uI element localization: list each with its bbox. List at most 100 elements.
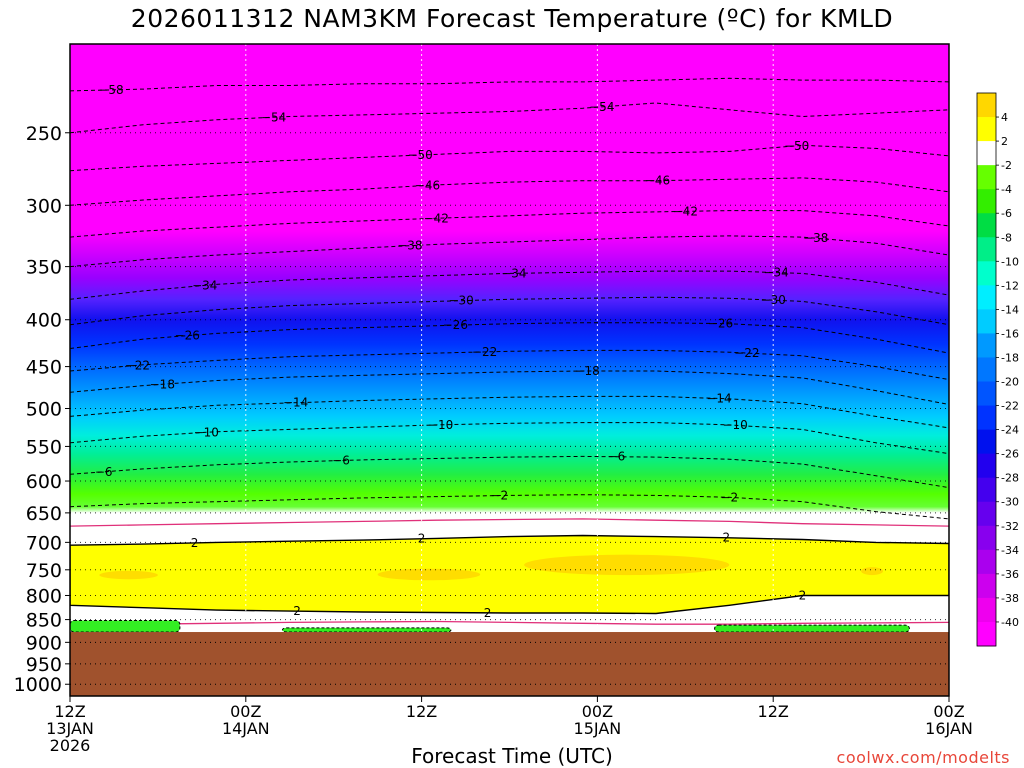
isotherm-label: −10 xyxy=(428,418,453,432)
colorbar-swatch xyxy=(977,237,996,262)
y-tick-label: 500 xyxy=(26,399,62,421)
warm-layer-fill xyxy=(70,518,949,626)
grid-lines xyxy=(70,44,949,696)
colorbar-label: 2 xyxy=(1001,135,1008,148)
isotherm-label-2: 2 xyxy=(191,536,199,550)
y-tick-label: 300 xyxy=(26,195,62,217)
colorbar-label: -30 xyxy=(1001,496,1019,509)
warm-core-4c-2 xyxy=(524,554,730,576)
isotherm-label: −46 xyxy=(415,178,440,192)
isotherm-label: −30 xyxy=(761,293,786,307)
colorbar-label: -26 xyxy=(1001,448,1019,461)
isotherm-label: −34 xyxy=(501,266,526,280)
colorbar-swatch xyxy=(977,621,996,647)
colorbar-swatch xyxy=(977,141,996,166)
colorbar-swatch xyxy=(977,285,996,310)
isotherm-label: −10 xyxy=(722,418,747,432)
colorbar-swatch xyxy=(977,405,996,431)
colorbar-swatch xyxy=(977,165,996,190)
isotherm-label-2: 2 xyxy=(418,532,426,546)
colorbar-swatch xyxy=(977,549,996,575)
colorbar-swatch xyxy=(977,429,996,455)
isotherm-label: −54 xyxy=(261,110,286,124)
isotherm-label: −26 xyxy=(175,329,200,343)
isotherm-label: −58 xyxy=(98,83,123,97)
colorbar-label: -38 xyxy=(1001,592,1019,605)
warm-core-4c-3 xyxy=(861,567,884,576)
isotherm-label: −46 xyxy=(645,174,670,188)
isotherm-label: −6 xyxy=(608,450,626,464)
freezing-line-lower xyxy=(70,620,949,626)
warm-core-4c-1 xyxy=(377,568,481,581)
freezing-line-upper xyxy=(70,518,949,527)
colorbar-label: -24 xyxy=(1001,424,1019,437)
x-tick-label: 00Z xyxy=(933,702,964,721)
isotherm-label: −6 xyxy=(332,454,350,468)
colorbar-swatch xyxy=(977,501,996,527)
isotherm-label: −22 xyxy=(734,346,759,360)
isotherm-label-2: 2 xyxy=(293,604,301,618)
y-tick-label: 450 xyxy=(26,357,62,379)
colorbar-label: -4 xyxy=(1001,183,1012,196)
x-tick-label: 12Z xyxy=(758,702,789,721)
colorbar-swatch xyxy=(977,93,996,118)
colorbar-swatch xyxy=(977,213,996,238)
isotherm-label: −34 xyxy=(192,278,217,292)
isotherm-label: −14 xyxy=(283,396,308,410)
isotherm-label: −54 xyxy=(589,100,614,114)
plot-area: −58−54−54−50−50−46 −46−42 −42−38−38−34−34−… xyxy=(70,44,949,696)
colorbar-label: -18 xyxy=(1001,351,1019,364)
warm-core-4c-0 xyxy=(99,570,158,580)
low-level-cold-0 xyxy=(70,620,181,633)
colorbar-label: -10 xyxy=(1001,255,1019,268)
colorbar-swatch xyxy=(977,453,996,479)
isotherm-label: −14 xyxy=(706,391,731,405)
watermark: coolwx.com/modelts xyxy=(836,748,1010,767)
isotherm-label: −26 xyxy=(708,317,733,331)
ground-block xyxy=(70,632,949,696)
isotherm--54 xyxy=(70,102,949,134)
isotherm-label: −18 xyxy=(150,377,175,391)
colorbar-label: -8 xyxy=(1001,231,1012,244)
low-level-cold-1 xyxy=(281,627,452,633)
y-tick-label: 750 xyxy=(26,560,62,582)
colorbar-frame xyxy=(976,92,997,647)
colorbar-swatch xyxy=(977,189,996,214)
x-tick-label: 2026 xyxy=(50,736,91,755)
isotherm-label: −22 xyxy=(125,358,150,372)
colorbar-swatch xyxy=(977,597,996,623)
colorbar-label: -14 xyxy=(1001,303,1019,316)
isotherm--30 xyxy=(70,296,949,326)
y-tick-label: 1000 xyxy=(14,674,62,696)
colorbar-label: -6 xyxy=(1001,207,1012,220)
colorbar-label: -20 xyxy=(1001,376,1019,389)
colorbar-swatch xyxy=(977,309,996,334)
isotherm-label: −26 xyxy=(443,318,468,332)
warm-layer-2c xyxy=(70,534,949,615)
isotherm-label: −50 xyxy=(407,148,432,162)
isotherm-label: −6 xyxy=(95,465,113,479)
y-tick-label: 650 xyxy=(26,503,62,525)
x-tick-label: 15JAN xyxy=(574,719,622,738)
y-tick-label: 800 xyxy=(26,585,62,607)
x-tick-label: 16JAN xyxy=(925,719,973,738)
isotherm-label: −2 xyxy=(720,490,738,504)
x-tick-label: 00Z xyxy=(230,702,261,721)
y-tick-label: 400 xyxy=(26,310,62,332)
x-tick-label: 12Z xyxy=(406,702,437,721)
colorbar-swatch xyxy=(977,261,996,286)
colorbar-label: -2 xyxy=(1001,159,1012,172)
colorbar-swatch xyxy=(977,357,996,383)
isotherm-label: −18 xyxy=(574,364,599,378)
x-tick-label: 13JAN xyxy=(46,719,94,738)
colorbar-swatch xyxy=(977,381,996,407)
colorbar: 4 2 -2 -4 -6 -8 -10 -12 -14 -16 -18 -20 -22 -24 -26 -28… xyxy=(976,92,1019,647)
y-tick-label: 700 xyxy=(26,532,62,554)
isotherm-label: −50 xyxy=(784,139,809,153)
colorbar-label: -16 xyxy=(1001,327,1019,340)
isotherm-label-2: 2 xyxy=(799,588,807,602)
isotherm-label: −34 xyxy=(763,266,788,280)
y-tick-label: 550 xyxy=(26,436,62,458)
